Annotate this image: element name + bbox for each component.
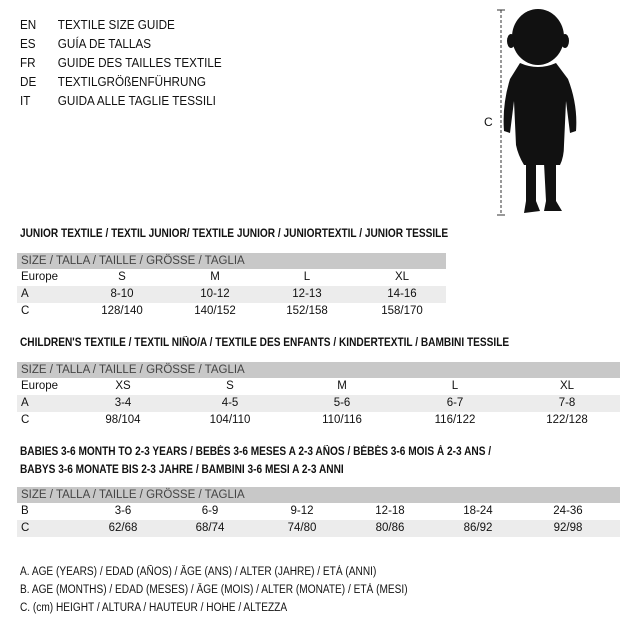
- cell: 18-24: [463, 505, 493, 517]
- cell: M: [337, 380, 347, 392]
- cell: 8-10: [110, 288, 134, 300]
- babies-title-line1: BABIES 3-6 MONTH TO 2-3 YEARS / BEBÉS 3-…: [20, 446, 492, 458]
- row-label: Europe: [21, 271, 59, 283]
- table-row: C 62/68 68/74 74/80 80/86 86/92 92/98: [17, 520, 620, 537]
- cell: 7-8: [558, 397, 576, 409]
- table-row: Europe XS S M L XL: [17, 378, 620, 395]
- cell: 92/98: [553, 522, 583, 534]
- table-header: SIZE / TALLA / TAILLE / GRÖSSE / TAGLIA: [17, 362, 620, 378]
- cell: 86/92: [463, 522, 493, 534]
- cell: 110/116: [322, 414, 362, 426]
- cell: XL: [394, 271, 410, 283]
- cell: M: [210, 271, 220, 283]
- row-label: C: [21, 414, 30, 426]
- cell: 116/122: [434, 414, 476, 426]
- cell: 152/158: [286, 305, 328, 317]
- table-header: SIZE / TALLA / TAILLE / GRÖSSE / TAGLIA: [17, 487, 620, 503]
- table-row: A 3-4 4-5 5-6 6-7 7-8: [17, 395, 620, 412]
- legend-c: C. (cm) HEIGHT / ALTURA / HAUTEUR / HÖHE…: [20, 602, 288, 614]
- cell: 3-4: [114, 397, 132, 409]
- cell: XL: [559, 380, 575, 392]
- row-label: C: [21, 305, 30, 317]
- table-row: B 3-6 6-9 9-12 12-18 18-24 24-36: [17, 503, 620, 520]
- row-label: Europe: [21, 380, 59, 392]
- children-size-table: SIZE / TALLA / TAILLE / GRÖSSE / TAGLIA …: [17, 362, 620, 429]
- row-label: A: [21, 397, 29, 409]
- cell: S: [226, 380, 234, 392]
- junior-size-table: SIZE / TALLA / TAILLE / GRÖSSE / TAGLIA …: [17, 253, 446, 320]
- cell: 10-12: [200, 288, 230, 300]
- cell: 3-6: [114, 505, 132, 517]
- row-label: B: [21, 505, 29, 517]
- cell: 80/86: [375, 522, 405, 534]
- cell: 6-7: [446, 397, 464, 409]
- cell: L: [451, 380, 459, 392]
- row-label: C: [21, 522, 30, 534]
- cell: 74/80: [287, 522, 317, 534]
- junior-title: JUNIOR TEXTILE / TEXTIL JUNIOR/ TEXTILE …: [20, 228, 449, 240]
- cell: 6-9: [201, 505, 219, 517]
- cell: S: [118, 271, 126, 283]
- cell: 98/104: [105, 414, 141, 426]
- table-row: C 98/104 104/110 110/116 116/122 122/128: [17, 412, 620, 429]
- cell: 62/68: [108, 522, 138, 534]
- cell: 128/140: [101, 305, 143, 317]
- babies-title-line2: BABYS 3-6 MONATE BIS 2-3 JAHRE / BAMBINI…: [20, 464, 344, 476]
- children-title: CHILDREN'S TEXTILE / TEXTIL NIÑO/A / TEX…: [20, 337, 510, 349]
- cell: 12-13: [292, 288, 322, 300]
- cell: 24-36: [553, 505, 583, 517]
- cell: 122/128: [546, 414, 588, 426]
- cell: 158/170: [381, 305, 423, 317]
- legend-a: A. AGE (YEARS) / EDAD (AÑOS) / ÂGE (ANS)…: [20, 566, 377, 578]
- cell: 5-6: [333, 397, 351, 409]
- cell: 12-18: [375, 505, 405, 517]
- table-row: C 128/140 140/152 152/158 158/170: [17, 303, 446, 320]
- row-label: A: [21, 288, 29, 300]
- table-row: A 8-10 10-12 12-13 14-16: [17, 286, 446, 303]
- height-measure-label: C: [484, 115, 493, 129]
- table-header: SIZE / TALLA / TAILLE / GRÖSSE / TAGLIA: [17, 253, 446, 269]
- table-row: Europe S M L XL: [17, 269, 446, 286]
- cell: 4-5: [221, 397, 239, 409]
- cell: L: [303, 271, 311, 283]
- cell: 104/110: [209, 414, 251, 426]
- cell: 140/152: [194, 305, 236, 317]
- cell: 14-16: [387, 288, 417, 300]
- babies-size-table: SIZE / TALLA / TAILLE / GRÖSSE / TAGLIA …: [17, 487, 620, 537]
- cell: 9-12: [290, 505, 314, 517]
- cell: XS: [115, 380, 131, 392]
- legend-b: B. AGE (MONTHS) / EDAD (MESES) / ÂGE (MO…: [20, 584, 408, 596]
- cell: 68/74: [195, 522, 225, 534]
- child-silhouette-icon: [497, 9, 577, 216]
